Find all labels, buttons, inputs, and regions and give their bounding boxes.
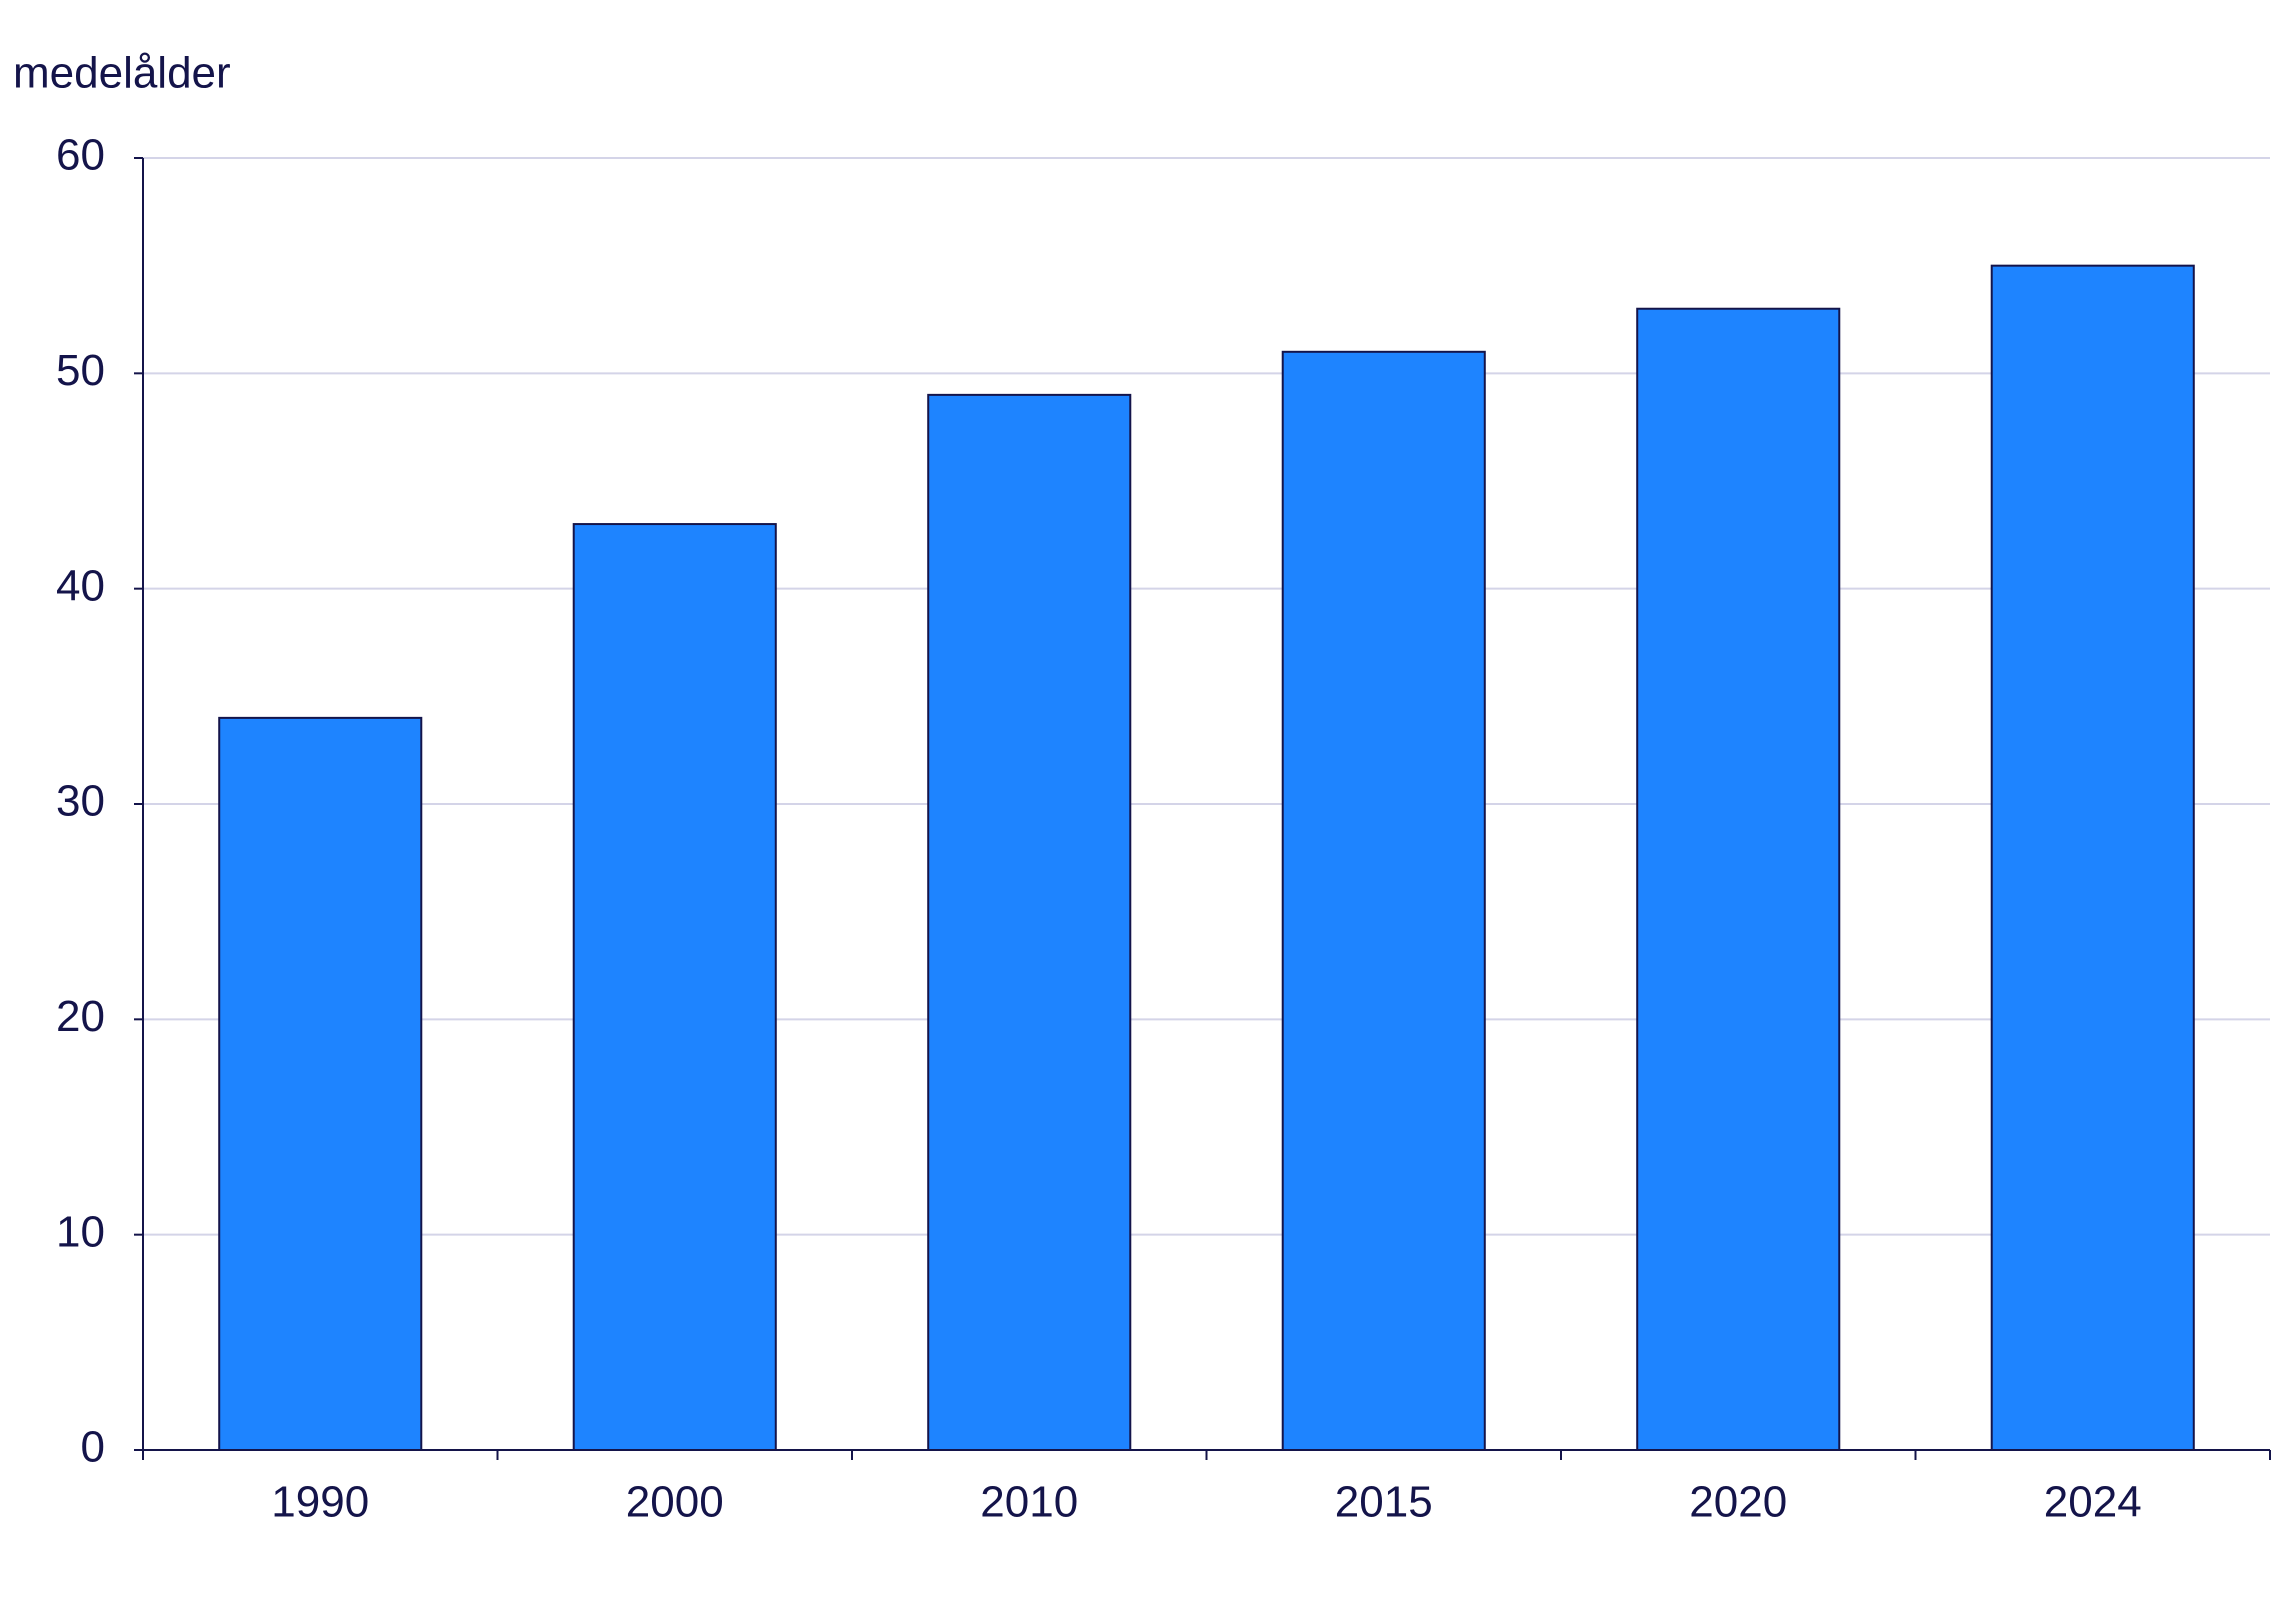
x-tick-label: 2024 <box>2044 1478 2142 1527</box>
x-tick-label: 2000 <box>626 1478 724 1527</box>
x-tick-label: 2020 <box>1689 1478 1787 1527</box>
y-tick-label: 40 <box>56 561 105 610</box>
x-tick-label: 1990 <box>271 1478 369 1527</box>
x-tick-label: 2015 <box>1335 1478 1433 1527</box>
bar <box>1990 264 2195 1452</box>
bar <box>572 523 777 1451</box>
y-tick-label: 60 <box>56 131 105 180</box>
y-tick-label: 50 <box>56 346 105 395</box>
bar <box>1636 307 1841 1452</box>
x-tick-label: 2010 <box>980 1478 1078 1527</box>
bar <box>1281 350 1486 1451</box>
bar <box>218 716 423 1451</box>
bar <box>927 393 1132 1451</box>
y-tick-label: 20 <box>56 992 105 1041</box>
y-tick-label: 10 <box>56 1207 105 1256</box>
y-tick-label: 0 <box>81 1423 105 1472</box>
y-axis-label: medelålder <box>13 49 231 98</box>
y-tick-label: 30 <box>56 777 105 826</box>
